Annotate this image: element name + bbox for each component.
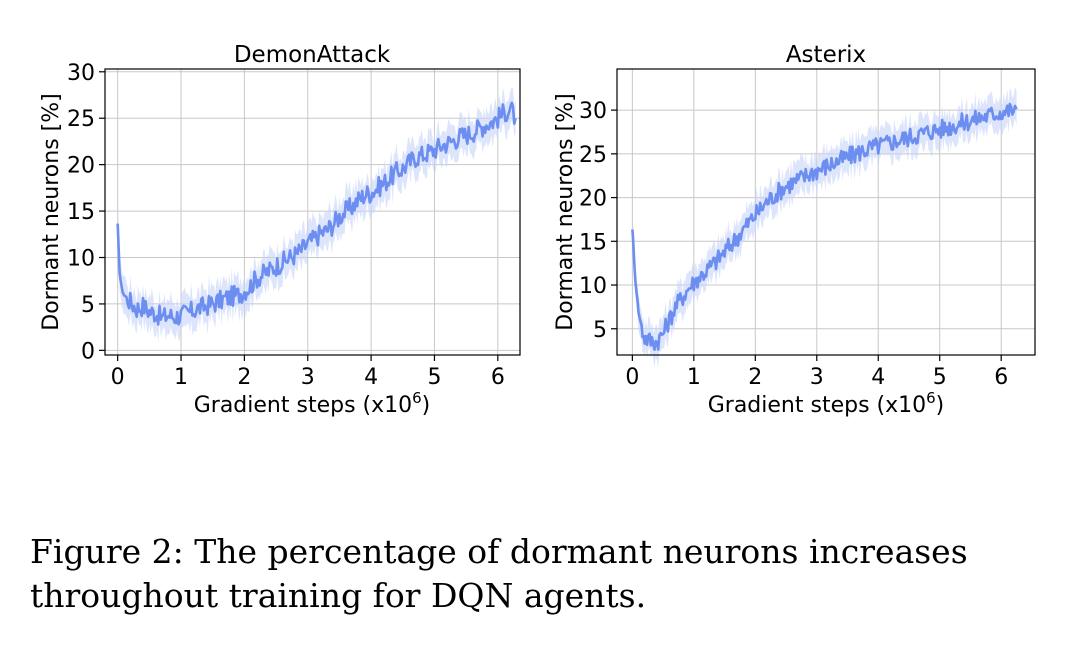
caption-text: The percentage of dormant neurons increa…	[30, 532, 968, 615]
y-tick-label: 25	[67, 107, 95, 132]
y-tick-label: 5	[81, 293, 95, 318]
chart-panel-1: 0 1 2 3 4 5 6 0 5 10 15 20 25 30 DemonAttack Gradient s…	[39, 42, 521, 418]
x-axis-label: Gradient steps (x106)	[194, 389, 431, 418]
x-tick-label: 5	[933, 365, 947, 390]
caption-label: Figure 2:	[30, 532, 184, 571]
y-tick-label: 0	[81, 339, 95, 364]
series-line	[631, 102, 1018, 352]
x-tick-label: 6	[491, 365, 505, 390]
x-axis-label: Gradient steps (x106)	[708, 389, 945, 418]
y-tick-label: 15	[67, 200, 95, 225]
y-tick-label: 15	[579, 230, 607, 255]
x-tick-label: 1	[174, 365, 188, 390]
plot-frame	[616, 68, 1036, 356]
y-tick-label: 20	[579, 187, 607, 212]
y-axis-label: Dormant neurons [%]	[553, 93, 578, 330]
x-tick-label: 3	[810, 365, 824, 390]
series-line	[116, 101, 517, 326]
y-axis-label: Dormant neurons [%]	[39, 93, 64, 330]
x-tick-label: 6	[994, 365, 1008, 390]
figure-caption: Figure 2: The percentage of dormant neur…	[30, 530, 1060, 618]
y-tick-label: 30	[579, 99, 607, 124]
x-tick-label: 2	[748, 365, 762, 390]
chart-panel-2: 0 1 2 3 4 5 6 5 10 15 20 25 30 Asterix Gradient steps …	[553, 42, 1036, 418]
chart-title: DemonAttack	[234, 42, 391, 68]
x-tick-label: 0	[111, 365, 125, 390]
x-tick-label: 2	[237, 365, 251, 390]
y-tick-label: 20	[67, 154, 95, 179]
y-tick-label: 25	[579, 143, 607, 168]
series-variance-band	[632, 86, 1017, 368]
x-tick-label: 0	[625, 365, 639, 390]
x-tick-label: 1	[687, 365, 701, 390]
y-tick-label: 10	[579, 274, 607, 299]
y-tick-label: 10	[67, 247, 95, 272]
y-tick-label: 5	[593, 318, 607, 343]
x-tick-label: 4	[871, 365, 885, 390]
y-tick-label: 30	[67, 61, 95, 86]
x-tick-label: 3	[301, 365, 315, 390]
plot-frame	[104, 68, 521, 356]
chart-title: Asterix	[786, 42, 866, 68]
x-tick-label: 4	[364, 365, 378, 390]
series-variance-band	[117, 87, 516, 344]
x-tick-label: 5	[427, 365, 441, 390]
